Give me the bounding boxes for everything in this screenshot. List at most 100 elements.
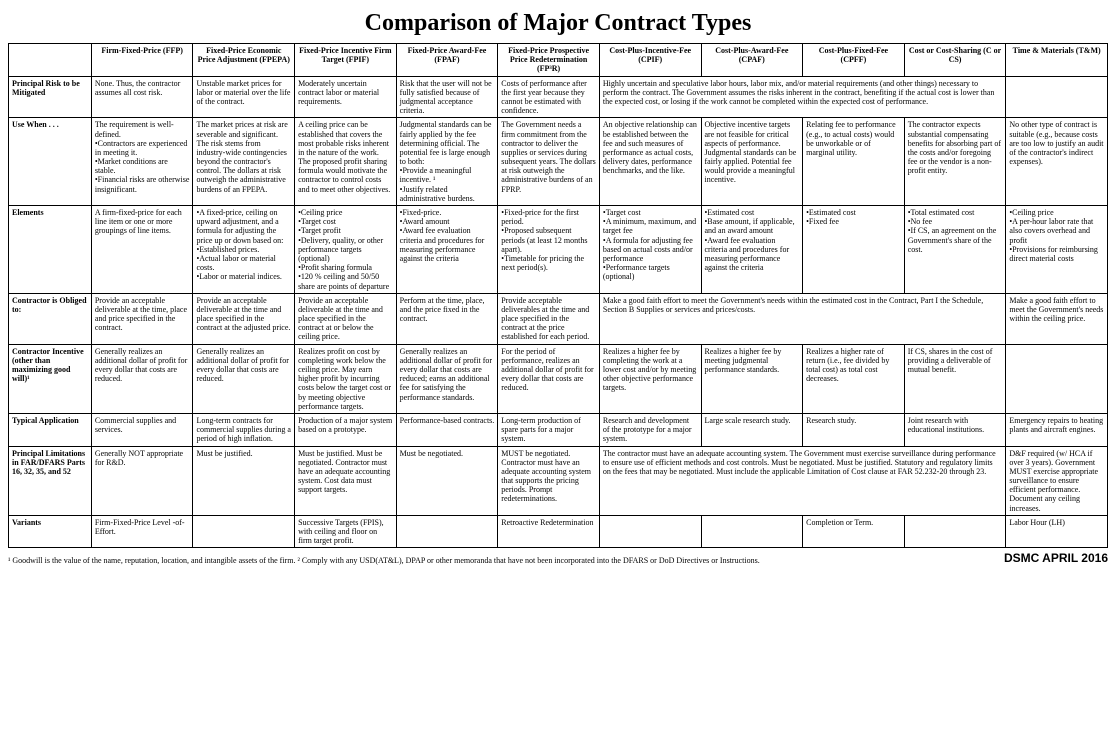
- footnotes: ¹ Goodwill is the value of the name, rep…: [8, 551, 1108, 565]
- cell: Make a good faith effort to meet the Gov…: [599, 293, 1005, 344]
- cell: •Target cost•A minimum, maximum, and tar…: [599, 206, 701, 294]
- cell: Large scale research study.: [701, 413, 803, 446]
- cell: Research and development of the prototyp…: [599, 413, 701, 446]
- cell: •Ceiling price•Target cost•Target profit…: [295, 206, 397, 294]
- cell: Moderately uncertain contract labor or m…: [295, 76, 397, 118]
- cell: Generally realizes an additional dollar …: [193, 344, 295, 413]
- cell: Realizes profit on cost by completing wo…: [295, 344, 397, 413]
- cell: •A fixed-price, ceiling on upward adjust…: [193, 206, 295, 294]
- cell: Unstable market prices for labor or mate…: [193, 76, 295, 118]
- cell: Must be negotiated.: [396, 446, 498, 515]
- cell: Generally realizes an additional dollar …: [91, 344, 193, 413]
- table-row: Principal Risk to be MitigatedNone. Thus…: [9, 76, 1108, 118]
- table-row: Typical ApplicationCommercial supplies a…: [9, 413, 1108, 446]
- cell: •Ceiling price•A per-hour labor rate tha…: [1006, 206, 1108, 294]
- row-label: Principal Risk to be Mitigated: [9, 76, 92, 118]
- comparison-table: Firm-Fixed-Price (FFP) Fixed-Price Econo…: [8, 43, 1108, 548]
- cell: Provide acceptable deliverables at the t…: [498, 293, 600, 344]
- col-fp3r: Fixed-Price Prospective Price Redetermin…: [498, 44, 600, 77]
- footnote-text: ¹ Goodwill is the value of the name, rep…: [8, 556, 992, 565]
- cell: Provide an acceptable deliverable at the…: [295, 293, 397, 344]
- cell: Retroactive Redetermination: [498, 515, 600, 548]
- header-blank: [9, 44, 92, 77]
- col-fpif: Fixed-Price Incentive Firm Target (FPIF): [295, 44, 397, 77]
- col-cpif: Cost-Plus-Incentive-Fee (CPIF): [599, 44, 701, 77]
- table-row: VariantsFirm-Fixed-Price Level -of-Effor…: [9, 515, 1108, 548]
- cell: Generally realizes an additional dollar …: [396, 344, 498, 413]
- col-fpepa: Fixed-Price Economic Price Adjustment (F…: [193, 44, 295, 77]
- cell: Performance-based contracts.: [396, 413, 498, 446]
- cell: Realizes a higher fee by completing the …: [599, 344, 701, 413]
- table-body: Principal Risk to be MitigatedNone. Thus…: [9, 76, 1108, 548]
- cell: Research study.: [803, 413, 905, 446]
- cell: Relating fee to performance (e.g., to ac…: [803, 118, 905, 206]
- col-ccs: Cost or Cost-Sharing (C or CS): [904, 44, 1006, 77]
- table-row: Use When . . .The requirement is well-de…: [9, 118, 1108, 206]
- cell: Must be justified. Must be negotiated. C…: [295, 446, 397, 515]
- page-title: Comparison of Major Contract Types: [8, 10, 1108, 37]
- cell: Firm-Fixed-Price Level -of-Effort.: [91, 515, 193, 548]
- cell: Objective incentive targets are not feas…: [701, 118, 803, 206]
- cell: Long-term contracts for commercial suppl…: [193, 413, 295, 446]
- row-label: Variants: [9, 515, 92, 548]
- cell: •Total estimated cost•No fee•If CS, an a…: [904, 206, 1006, 294]
- cell: Successive Targets (FPIS), with ceiling …: [295, 515, 397, 548]
- cell: Provide an acceptable deliverable at the…: [193, 293, 295, 344]
- row-label: Principal Limitations in FAR/DFARS Parts…: [9, 446, 92, 515]
- cell: The Government needs a firm commitment f…: [498, 118, 600, 206]
- cell: Highly uncertain and speculative labor h…: [599, 76, 1005, 118]
- cell: •Estimated cost•Fixed fee: [803, 206, 905, 294]
- table-row: ElementsA firm-fixed-price for each line…: [9, 206, 1108, 294]
- cell: Perform at the time, place, and the pric…: [396, 293, 498, 344]
- cell: A ceiling price can be established that …: [295, 118, 397, 206]
- cell: [1006, 76, 1108, 118]
- cell: The requirement is well-defined.•Contrac…: [91, 118, 193, 206]
- col-fpaf: Fixed-Price Award-Fee (FPAF): [396, 44, 498, 77]
- cell: MUST be negotiated. Contractor must have…: [498, 446, 600, 515]
- cell: [904, 515, 1006, 548]
- cell: Realizes a higher fee by meeting judgmen…: [701, 344, 803, 413]
- col-cpff: Cost-Plus-Fixed-Fee (CPFF): [803, 44, 905, 77]
- cell: For the period of performance, realizes …: [498, 344, 600, 413]
- cell: Production of a major system based on a …: [295, 413, 397, 446]
- cell: The contractor must have an adequate acc…: [599, 446, 1005, 515]
- cell: An objective relationship can be establi…: [599, 118, 701, 206]
- cell: Labor Hour (LH): [1006, 515, 1108, 548]
- row-label: Elements: [9, 206, 92, 294]
- cell: None. Thus, the contractor assumes all c…: [91, 76, 193, 118]
- cell: The contractor expects substantial compe…: [904, 118, 1006, 206]
- cell: Must be justified.: [193, 446, 295, 515]
- table-row: Contractor Incentive (other than maximiz…: [9, 344, 1108, 413]
- cell: [701, 515, 803, 548]
- cell: Commercial supplies and services.: [91, 413, 193, 446]
- row-label: Typical Application: [9, 413, 92, 446]
- cell: Emergency repairs to heating plants and …: [1006, 413, 1108, 446]
- cell: Completion or Term.: [803, 515, 905, 548]
- cell: No other type of contract is suitable (e…: [1006, 118, 1108, 206]
- cell: D&F required (w/ HCA if over 3 years). G…: [1006, 446, 1108, 515]
- footnote-stamp: DSMC APRIL 2016: [1004, 551, 1108, 565]
- cell: A firm-fixed-price for each line item or…: [91, 206, 193, 294]
- cell: [1006, 344, 1108, 413]
- cell: [599, 515, 701, 548]
- table-row: Contractor is Obliged to: Provide an acce…: [9, 293, 1108, 344]
- cell: [193, 515, 295, 548]
- cell: Make a good faith effort to meet the Gov…: [1006, 293, 1108, 344]
- cell: Joint research with educational institut…: [904, 413, 1006, 446]
- cell: •Fixed-price.•Award amount•Award fee eva…: [396, 206, 498, 294]
- row-label: Contractor Incentive (other than maximiz…: [9, 344, 92, 413]
- col-tm: Time & Materials (T&M): [1006, 44, 1108, 77]
- col-cpaf: Cost-Plus-Award-Fee (CPAF): [701, 44, 803, 77]
- cell: Realizes a higher rate of return (i.e., …: [803, 344, 905, 413]
- cell: [396, 515, 498, 548]
- cell: Costs of performance after the first yea…: [498, 76, 600, 118]
- cell: •Fixed-price for the first period.•Propo…: [498, 206, 600, 294]
- cell: Risk that the user will not be fully sat…: [396, 76, 498, 118]
- header-row: Firm-Fixed-Price (FFP) Fixed-Price Econo…: [9, 44, 1108, 77]
- cell: If CS, shares in the cost of providing a…: [904, 344, 1006, 413]
- table-row: Principal Limitations in FAR/DFARS Parts…: [9, 446, 1108, 515]
- cell: •Estimated cost•Base amount, if applicab…: [701, 206, 803, 294]
- row-label: Contractor is Obliged to:: [9, 293, 92, 344]
- cell: Generally NOT appropriate for R&D.: [91, 446, 193, 515]
- row-label: Use When . . .: [9, 118, 92, 206]
